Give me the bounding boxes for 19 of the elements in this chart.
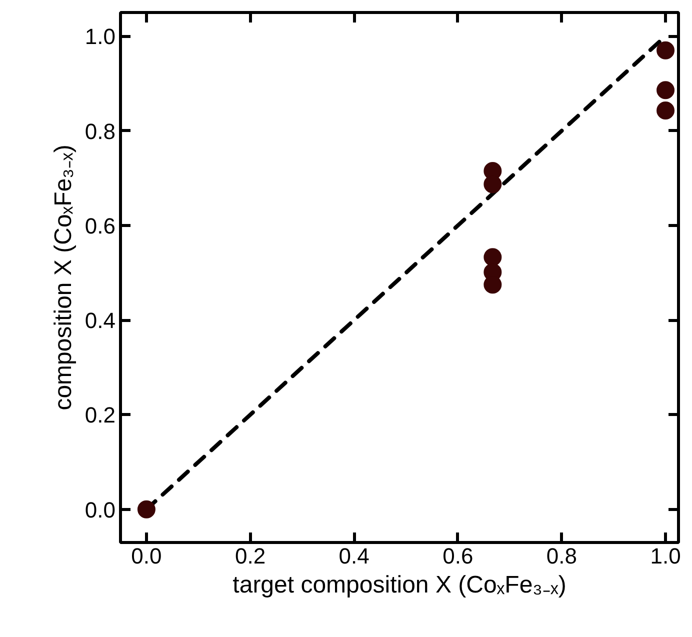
y-tick-label: 0.6 bbox=[84, 213, 116, 238]
y-axis-title: composition X (CoₓFe₃₋ₓ) bbox=[50, 144, 77, 410]
point bbox=[137, 500, 156, 518]
x-axis-title: target composition X (CoₓFe₃₋ₓ) bbox=[232, 572, 566, 598]
y-tick-label: 1.0 bbox=[84, 24, 116, 50]
x-tick-label: 0.8 bbox=[546, 544, 578, 568]
point bbox=[656, 81, 675, 100]
x-tick-label: 0.4 bbox=[338, 544, 370, 568]
y-tick-label: 0.2 bbox=[84, 402, 116, 428]
point bbox=[484, 248, 502, 266]
y-tick-label: 0.0 bbox=[84, 497, 116, 522]
x-tick-label: 0.0 bbox=[131, 544, 162, 568]
x-tick-label: 0.6 bbox=[442, 544, 474, 568]
y-tick-label: 0.4 bbox=[84, 308, 116, 334]
y-tick-label: 0.8 bbox=[84, 118, 116, 144]
x-tick-label: 1.0 bbox=[650, 544, 681, 568]
x-tick-label: 0.2 bbox=[234, 544, 266, 568]
point bbox=[656, 41, 675, 60]
point bbox=[656, 101, 675, 120]
